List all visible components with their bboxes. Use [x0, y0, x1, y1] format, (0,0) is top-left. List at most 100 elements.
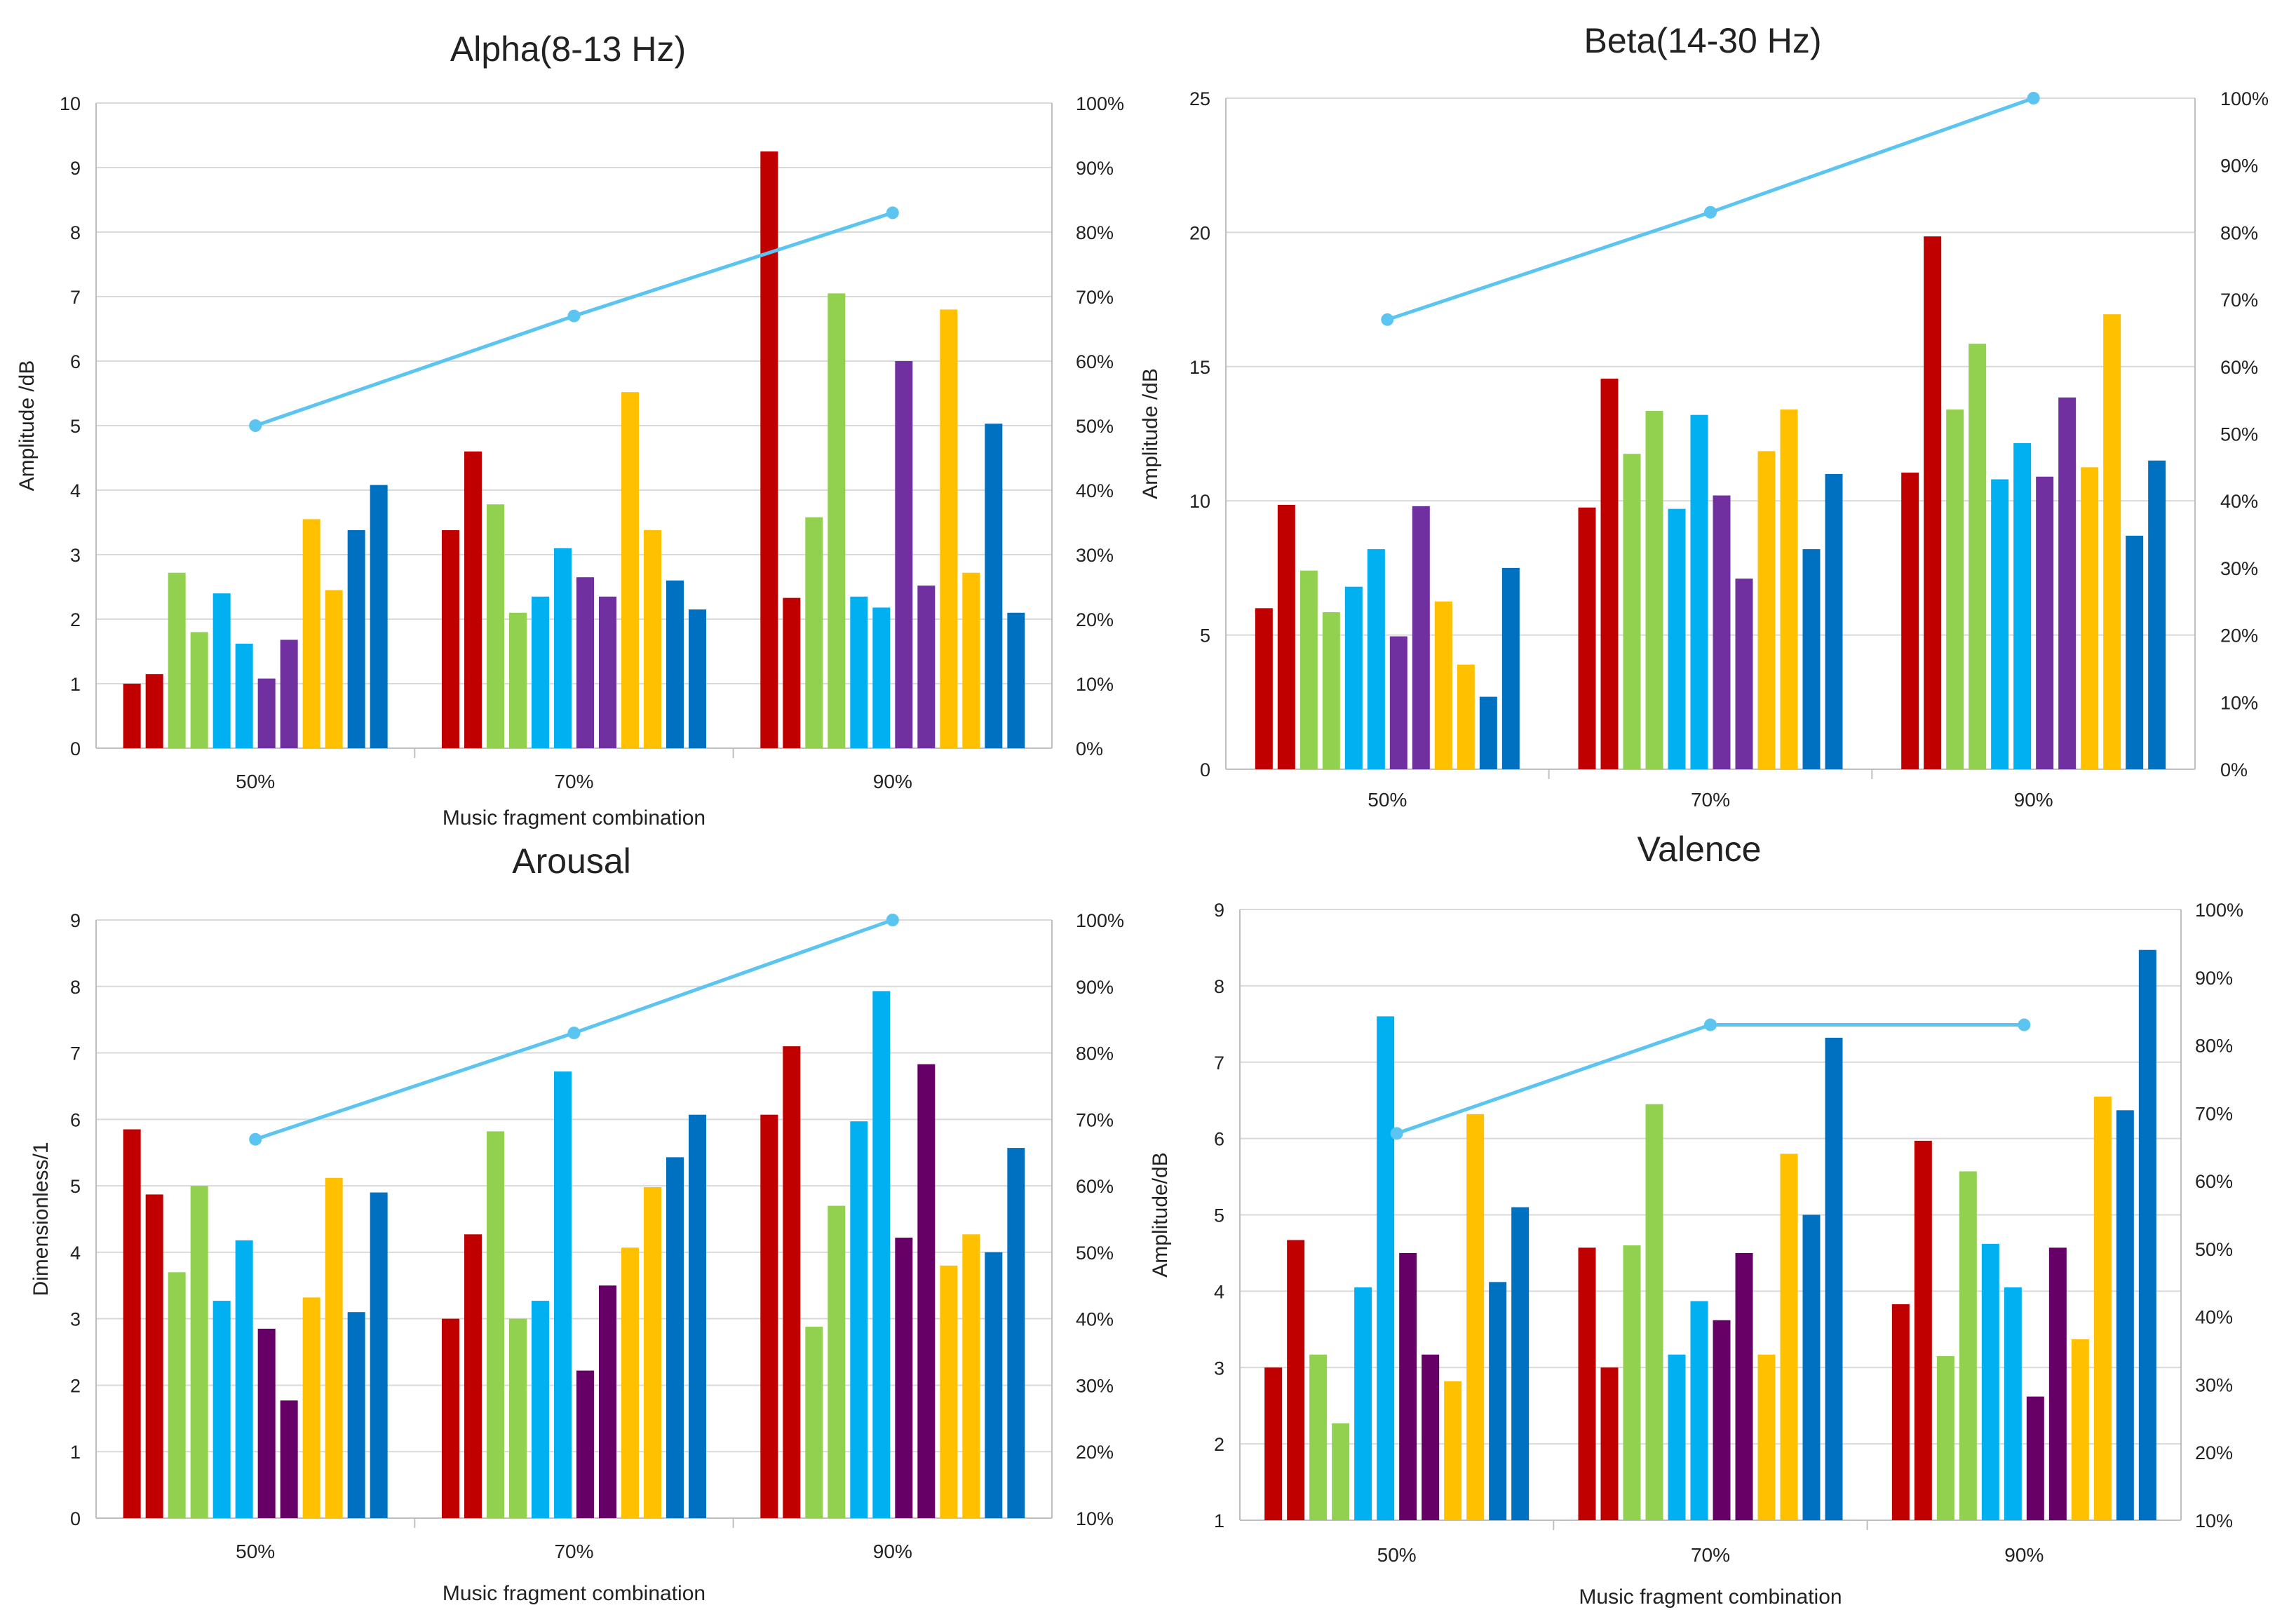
bar	[1924, 236, 1942, 770]
bar	[1735, 1252, 1753, 1520]
bar	[1501, 567, 1520, 769]
y2-tick-label: 50%	[2220, 424, 2258, 445]
bar	[1309, 1354, 1328, 1520]
bar	[145, 674, 163, 748]
bar	[1007, 612, 1025, 748]
bar	[666, 580, 684, 748]
y-tick-label: 5	[1200, 625, 1210, 647]
bar	[1287, 1240, 1305, 1520]
bar	[1322, 612, 1340, 769]
bar	[1780, 1153, 1798, 1520]
bar	[532, 1301, 549, 1518]
y-tick-label: 0	[70, 1508, 81, 1529]
line-point	[1390, 1127, 1403, 1140]
bar	[212, 1301, 231, 1518]
bar	[302, 1297, 320, 1518]
bar	[2013, 442, 2032, 769]
y-tick-label: 25	[1189, 88, 1210, 109]
bar	[1578, 1247, 1596, 1520]
y-tick-label: 20	[1189, 222, 1210, 243]
bar	[1757, 451, 1776, 769]
chart-title: Valence	[1638, 830, 1762, 869]
bar	[1623, 1245, 1641, 1520]
bar	[2048, 1247, 2067, 1520]
bar	[1936, 1355, 1954, 1520]
bar	[895, 361, 913, 748]
bar	[850, 1121, 868, 1518]
y2-tick-label: 100%	[2220, 88, 2269, 109]
bar	[235, 643, 253, 748]
y-tick-label: 0	[70, 738, 81, 759]
bar	[576, 1370, 594, 1518]
chart-panel-1: 0123456789100%10%20%30%40%50%60%70%80%90…	[15, 29, 1124, 830]
y-tick-label: 6	[70, 351, 81, 372]
bar	[805, 517, 823, 748]
bar	[576, 577, 594, 748]
bar	[1332, 1423, 1350, 1520]
bar	[1668, 1354, 1686, 1520]
y2-tick-label: 40%	[2195, 1307, 2233, 1328]
bar	[532, 596, 549, 748]
chart-title: Beta(14-30 Hz)	[1584, 21, 1821, 60]
bar	[487, 1131, 504, 1518]
bar	[1981, 1243, 1999, 1520]
y-tick-label: 7	[70, 1043, 81, 1064]
bar	[917, 1064, 936, 1518]
x-axis-label: Music fragment combination	[443, 1582, 705, 1605]
y-axis-label: Amplitude/dB	[1149, 1152, 1172, 1277]
bar	[212, 593, 231, 748]
y2-tick-label: 0%	[1076, 738, 1103, 759]
bar	[123, 1129, 141, 1518]
x-tick-label: 50%	[236, 1541, 275, 1562]
x-tick-label: 50%	[1377, 1544, 1417, 1566]
x-tick-label: 50%	[1368, 789, 1407, 811]
y2-tick-label: 100%	[2195, 900, 2243, 921]
bar	[621, 392, 639, 748]
bar	[325, 590, 343, 748]
y2-tick-label: 60%	[1076, 351, 1114, 372]
y-tick-label: 7	[70, 287, 81, 308]
bar	[828, 293, 846, 748]
y2-tick-label: 20%	[1076, 1442, 1114, 1463]
bar	[1914, 1140, 1932, 1520]
bar	[302, 519, 320, 748]
bar	[1901, 473, 1919, 769]
y2-tick-label: 10%	[2195, 1510, 2233, 1531]
bar	[2148, 460, 2166, 769]
bar	[1444, 1381, 1462, 1520]
chart-panel-2: 0 5 10 15 20 25 0% 10% 20% 30% 40% 50% 60% 70% 80% 90% 1…	[1139, 21, 2269, 811]
bar	[1367, 549, 1385, 769]
bar	[235, 1240, 253, 1518]
bar	[1255, 608, 1273, 769]
y2-tick-label: 10%	[1076, 1508, 1114, 1529]
bar	[1600, 1367, 1619, 1520]
bar	[1645, 410, 1663, 769]
y2-tick-label: 20%	[1076, 609, 1114, 630]
bar	[2138, 949, 2156, 1520]
y-tick-label: 2	[1214, 1434, 1224, 1455]
bar	[1645, 1104, 1663, 1520]
bar	[783, 1046, 801, 1518]
x-axis-label: Music fragment combination	[443, 806, 705, 830]
x-tick-label: 90%	[873, 1541, 912, 1562]
y-axis-label: Amplitude /dB	[1139, 368, 1162, 499]
bar	[347, 530, 365, 748]
line-point	[886, 206, 899, 219]
bar	[325, 1177, 343, 1518]
y-tick-label: 2	[70, 609, 81, 630]
y-tick-label: 6	[1214, 1129, 1224, 1150]
bar	[895, 1238, 913, 1518]
bar	[370, 485, 388, 748]
bar	[280, 640, 298, 748]
bar	[1578, 507, 1596, 769]
bar	[1479, 696, 1497, 769]
y2-tick-label: 90%	[1076, 158, 1114, 179]
bar	[554, 1071, 572, 1518]
y2-tick-label: 70%	[2220, 290, 2258, 311]
y2-tick-label: 80%	[1076, 1043, 1114, 1064]
line-point	[567, 309, 581, 323]
bar	[1354, 1287, 1372, 1520]
bar	[1389, 636, 1407, 769]
bar	[509, 1318, 527, 1518]
